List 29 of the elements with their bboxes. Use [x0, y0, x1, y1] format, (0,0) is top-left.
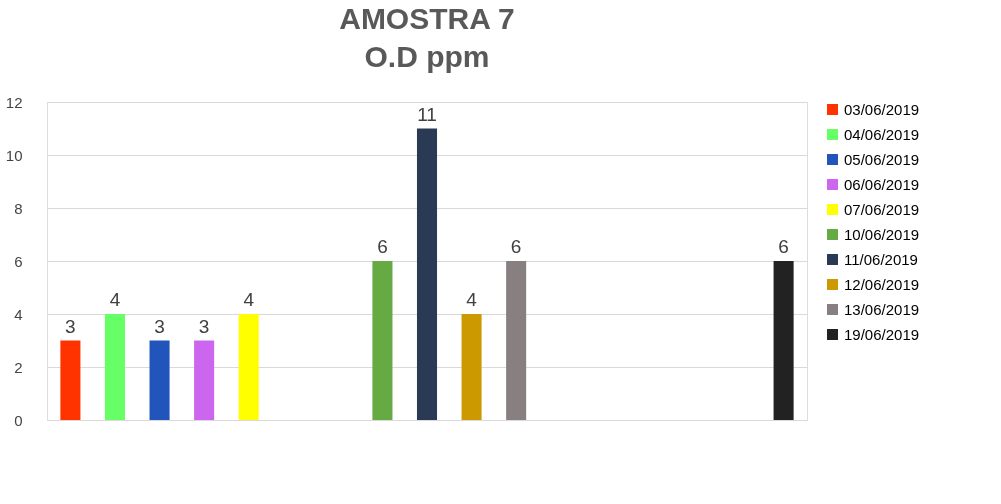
- y-tick-label: 2: [14, 358, 23, 376]
- y-tick-label: 8: [14, 199, 23, 217]
- y-tick-label: 12: [5, 93, 23, 111]
- y-tick-label: 4: [14, 305, 23, 323]
- legend-label: 06/06/2019: [844, 175, 920, 193]
- legend-label: 12/06/2019: [844, 275, 920, 293]
- legend-label: 13/06/2019: [844, 300, 920, 318]
- data-label: 3: [65, 315, 76, 337]
- data-label: 6: [778, 236, 789, 257]
- data-label: 3: [154, 315, 165, 337]
- legend-label: 05/06/2019: [844, 150, 920, 168]
- legend-label: 03/06/2019: [844, 100, 920, 118]
- legend-label: 19/06/2019: [844, 325, 920, 343]
- chart-title: AMOSTRA 7: [339, 2, 515, 35]
- data-label: 3: [198, 315, 210, 337]
- data-label: 4: [243, 289, 255, 310]
- legend-label: 11/06/2019: [844, 250, 918, 268]
- y-tick-label: 0: [14, 411, 23, 429]
- data-label: 4: [466, 289, 478, 310]
- data-label: 6: [377, 236, 388, 257]
- legend-label: 04/06/2019: [844, 125, 920, 143]
- data-label: 4: [109, 289, 121, 310]
- chart-subtitle: O.D ppm: [364, 40, 490, 73]
- y-tick-label: 10: [5, 146, 23, 164]
- legend-label: 07/06/2019: [844, 200, 920, 218]
- data-label: 6: [510, 236, 522, 257]
- data-label: 11: [417, 103, 437, 125]
- legend-label: 10/06/2019: [844, 225, 920, 243]
- y-tick-label: 6: [14, 252, 23, 270]
